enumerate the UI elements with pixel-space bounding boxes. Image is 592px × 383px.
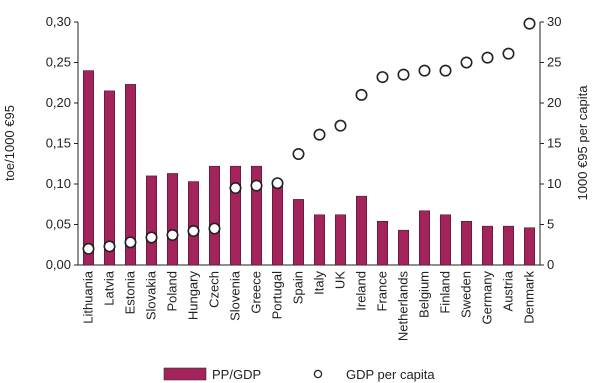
category-label-france: France xyxy=(375,271,390,311)
point-lithuania xyxy=(83,244,93,254)
right-tick-label: 10 xyxy=(547,176,561,191)
category-label-hungary: Hungary xyxy=(186,271,201,321)
category-labels: Lithuania Latvia Estonia Slovakia Poland Hung… xyxy=(81,270,537,341)
bar-italy xyxy=(314,215,325,265)
point-denmark xyxy=(524,18,534,28)
bar-austria xyxy=(503,226,514,265)
category-label-slovakia: Slovakia xyxy=(144,270,159,320)
point-ireland xyxy=(356,90,366,100)
bar-slovakia xyxy=(146,176,157,265)
point-belgium xyxy=(419,65,429,75)
category-label-czech: Czech xyxy=(207,271,222,308)
point-sweden xyxy=(461,57,471,67)
bar-hungary xyxy=(188,182,199,265)
bar-uk xyxy=(335,215,346,265)
category-label-portugal: Portugal xyxy=(270,271,285,320)
bar-netherlands xyxy=(398,230,409,265)
category-label-belgium: Belgium xyxy=(417,271,432,318)
point-portugal xyxy=(272,178,282,188)
category-label-netherlands: Netherlands xyxy=(396,271,411,342)
point-hungary xyxy=(188,226,198,236)
left-tick-label: 0,20 xyxy=(46,95,71,110)
point-france xyxy=(377,72,387,82)
legend: PP/GDP GDP per capita xyxy=(164,367,435,382)
legend-label-gdp-per-capita: GDP per capita xyxy=(346,367,435,382)
point-germany xyxy=(482,52,492,62)
bar-germany xyxy=(482,226,493,265)
bar-belgium xyxy=(419,211,430,265)
left-axis-title: toe/1000 €95 xyxy=(2,105,17,181)
category-label-spain: Spain xyxy=(291,271,306,304)
bar-sweden xyxy=(461,221,472,265)
category-label-italy: Italy xyxy=(312,271,327,295)
right-tick-label: 20 xyxy=(547,95,561,110)
right-tick-label: 15 xyxy=(547,136,561,151)
plot-area xyxy=(78,18,540,265)
category-label-estonia: Estonia xyxy=(123,270,138,314)
bar-portugal xyxy=(272,184,283,265)
category-label-austria: Austria xyxy=(501,270,516,311)
left-tick-label: 0,30 xyxy=(46,14,71,29)
bar-lithuania xyxy=(83,71,94,265)
bar-czech xyxy=(209,166,220,265)
point-slovenia xyxy=(230,183,240,193)
category-label-slovenia: Slovenia xyxy=(228,270,243,321)
legend-label-pp-gdp: PP/GDP xyxy=(212,367,261,382)
legend-marker-gdp-per-capita xyxy=(314,370,321,377)
point-netherlands xyxy=(398,69,408,79)
point-austria xyxy=(503,48,513,58)
left-axis: 0,00 0,05 0,10 0,15 0,20 0,25 0,30 xyxy=(46,14,78,272)
point-finland xyxy=(440,65,450,75)
category-label-denmark: Denmark xyxy=(522,271,537,324)
category-label-poland: Poland xyxy=(165,271,180,311)
point-czech xyxy=(209,223,219,233)
bar-finland xyxy=(440,215,451,265)
left-tick-label: 0,05 xyxy=(46,217,71,232)
point-poland xyxy=(167,230,177,240)
point-latvia xyxy=(104,241,114,251)
point-uk xyxy=(335,120,345,130)
legend-swatch-pp-gdp xyxy=(164,368,206,380)
point-italy xyxy=(314,129,324,139)
bar-denmark xyxy=(524,228,535,265)
category-label-sweden: Sweden xyxy=(459,271,474,318)
right-tick-label: 30 xyxy=(547,14,561,29)
category-label-germany: Germany xyxy=(480,271,495,325)
bar-poland xyxy=(167,173,178,265)
left-tick-label: 0,00 xyxy=(46,257,71,272)
right-tick-label: 0 xyxy=(547,257,554,272)
point-estonia xyxy=(125,237,135,247)
category-label-greece: Greece xyxy=(249,271,264,314)
category-label-ireland: Ireland xyxy=(354,271,369,311)
bar-france xyxy=(377,221,388,265)
category-label-latvia: Latvia xyxy=(102,270,117,305)
bar-latvia xyxy=(104,91,115,265)
category-label-finland: Finland xyxy=(438,271,453,314)
point-greece xyxy=(251,180,261,190)
left-tick-label: 0,15 xyxy=(46,136,71,151)
bar-spain xyxy=(293,199,304,265)
category-label-uk: UK xyxy=(333,271,348,289)
bar-slovenia xyxy=(230,166,241,265)
bar-ireland xyxy=(356,196,367,265)
point-spain xyxy=(293,149,303,159)
right-axis-title: 1000 €95 per capita xyxy=(575,85,590,201)
category-label-lithuania: Lithuania xyxy=(81,270,96,324)
right-axis: 0 5 10 15 20 25 30 xyxy=(540,14,561,272)
point-slovakia xyxy=(146,232,156,242)
left-tick-label: 0,25 xyxy=(46,55,71,70)
right-tick-label: 5 xyxy=(547,217,554,232)
right-tick-label: 25 xyxy=(547,55,561,70)
left-tick-label: 0,10 xyxy=(46,176,71,191)
